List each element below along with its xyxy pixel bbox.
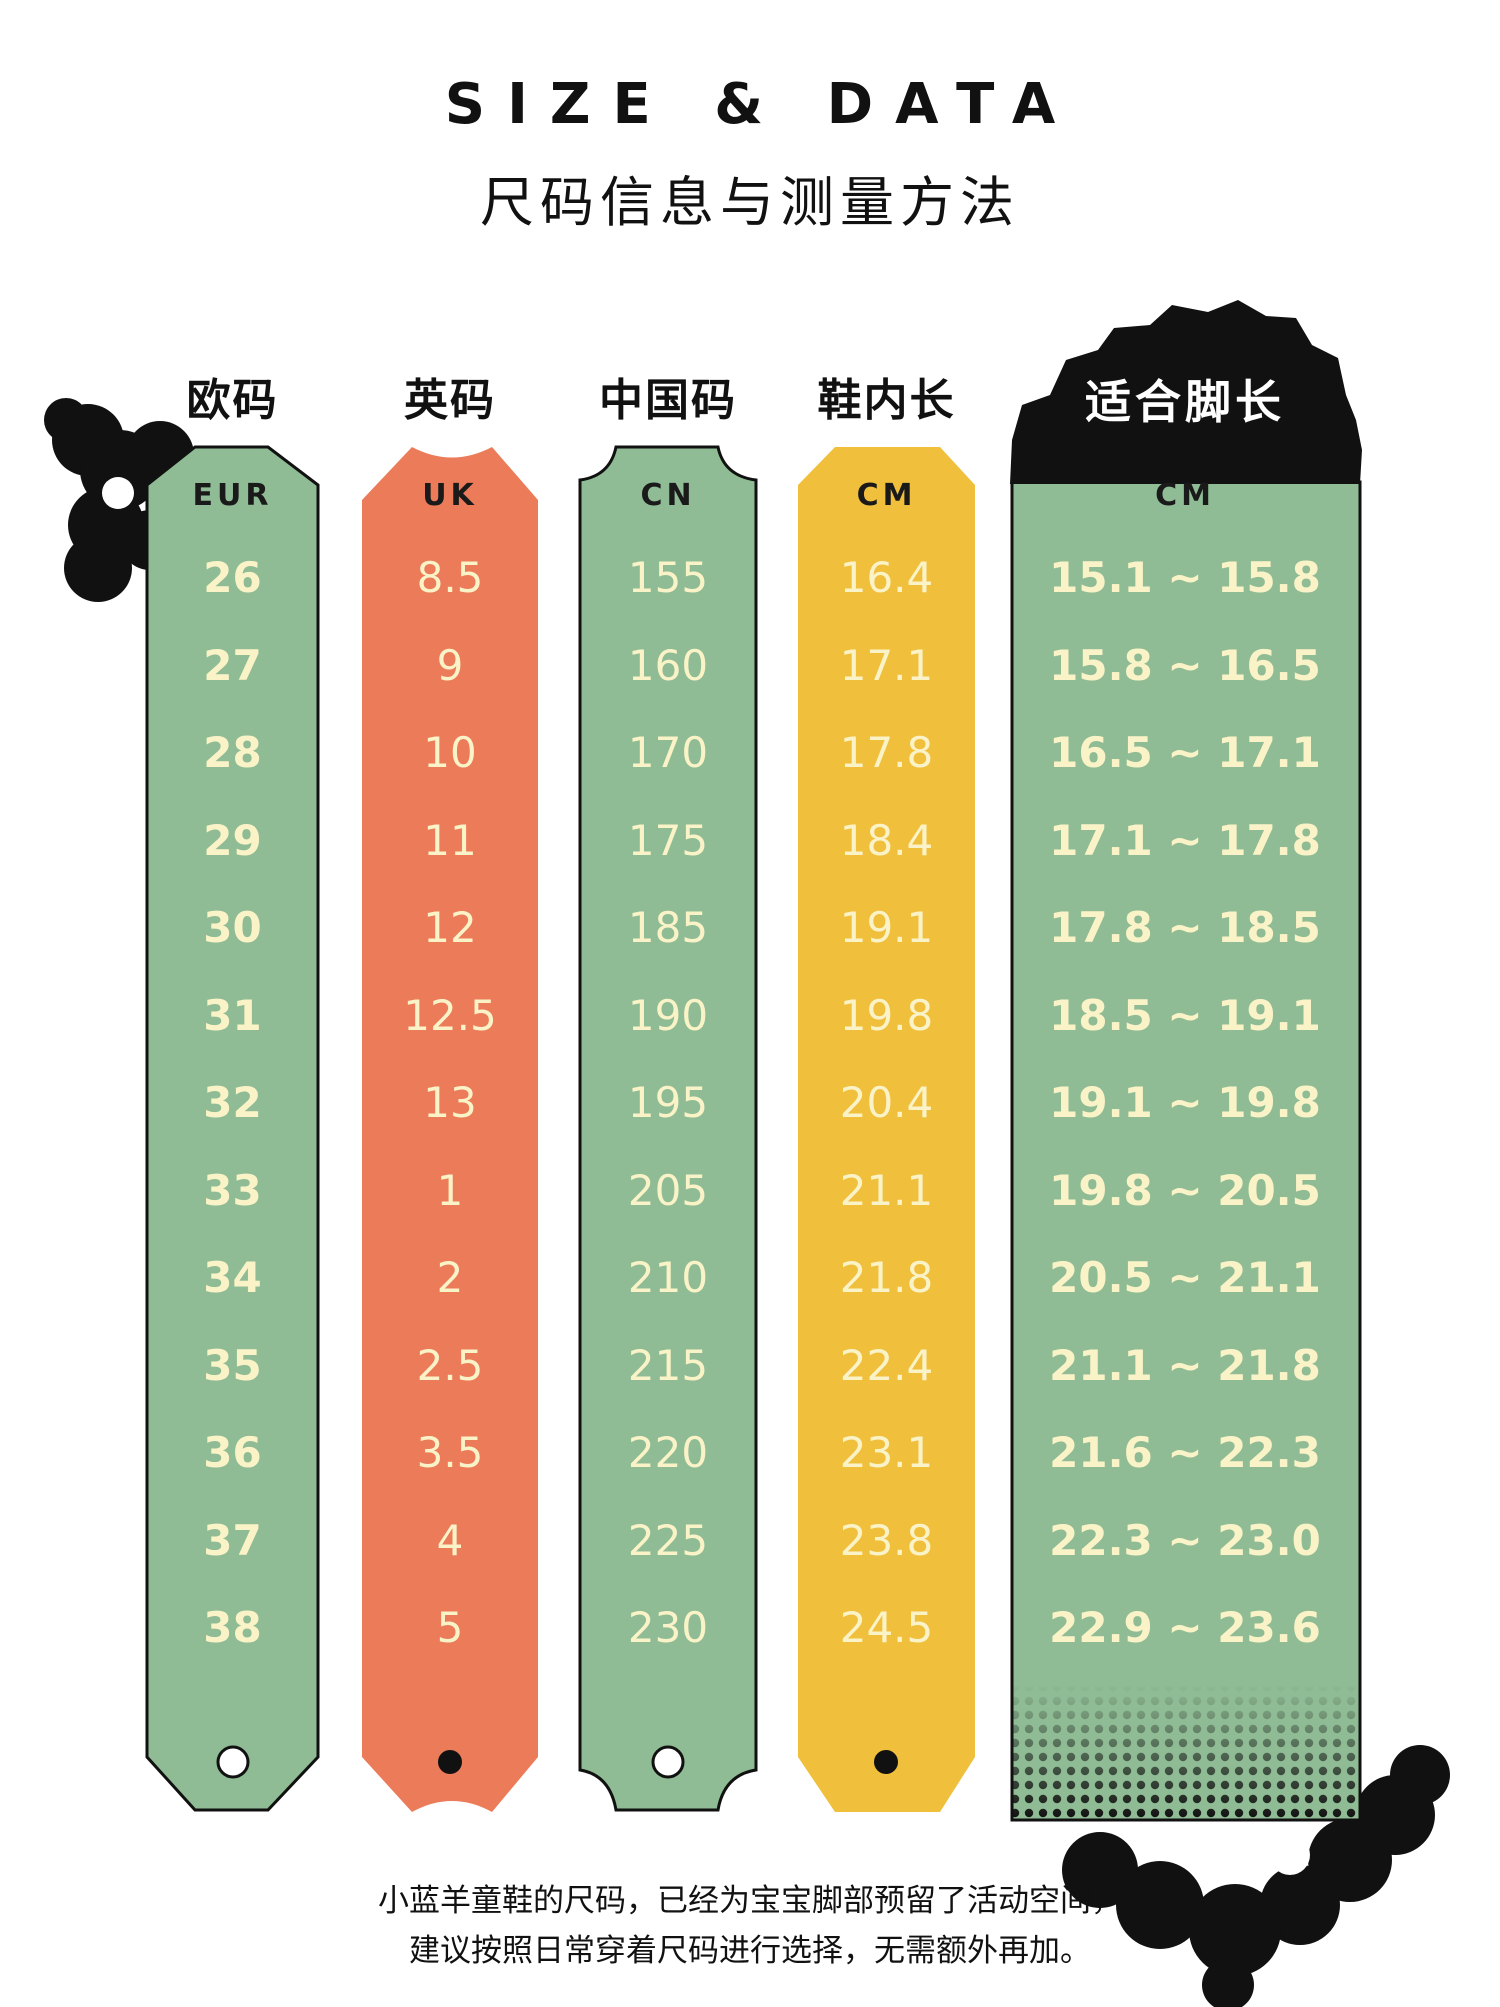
cn-cell: 225 — [627, 1516, 709, 1565]
unit-uk: UK — [422, 478, 478, 513]
eur-cell: 28 — [203, 728, 262, 777]
foot-cell: 15.8 ~ 16.5 — [1049, 641, 1321, 690]
cm-cell: 22.4 — [839, 1341, 934, 1390]
foot-cell: 19.8 ~ 20.5 — [1049, 1166, 1321, 1215]
cn-cell: 185 — [627, 903, 709, 952]
eur-cell: 38 — [203, 1603, 262, 1652]
foot-cell: 15.1 ~ 15.8 — [1049, 553, 1321, 602]
cn-cell: 170 — [627, 728, 709, 777]
cm-cell: 23.1 — [839, 1428, 934, 1477]
eur-cell: 33 — [203, 1166, 262, 1215]
cm-cell: 24.5 — [839, 1603, 934, 1652]
cm-cell: 23.8 — [839, 1516, 934, 1565]
eur-cell: 32 — [203, 1078, 262, 1127]
header-cm: 鞋内长 — [817, 375, 956, 426]
cn-cell: 175 — [627, 816, 709, 865]
cn-cell: 190 — [627, 991, 709, 1040]
header-foot-length: 适合脚长 — [1085, 375, 1285, 429]
foot-cell: 19.1 ~ 19.8 — [1049, 1078, 1321, 1127]
foot-cell: 16.5 ~ 17.1 — [1049, 728, 1321, 777]
cm-hole — [874, 1750, 898, 1774]
unit-eur: EUR — [192, 478, 273, 513]
foot-header-cap — [1010, 300, 1362, 484]
cn-cell: 210 — [627, 1253, 709, 1302]
cn-cell: 155 — [627, 553, 709, 602]
uk-cell: 4 — [436, 1516, 464, 1565]
uk-cell: 13 — [423, 1078, 477, 1127]
uk-cell: 11 — [423, 816, 477, 865]
foot-dot-gradient — [1012, 1685, 1358, 1818]
cn-cell: 220 — [627, 1428, 709, 1477]
foot-cell: 17.1 ~ 17.8 — [1049, 816, 1321, 865]
uk-column-bg — [362, 447, 538, 1812]
uk-cell: 8.5 — [416, 553, 484, 602]
foot-cell: 18.5 ~ 19.1 — [1049, 991, 1321, 1040]
uk-cell: 5 — [436, 1603, 464, 1652]
cm-cell: 17.8 — [839, 728, 934, 777]
uk-cell: 1 — [436, 1166, 464, 1215]
cm-cell: 21.1 — [839, 1166, 934, 1215]
cn-cell: 230 — [627, 1603, 709, 1652]
foot-cell: 22.9 ~ 23.6 — [1049, 1603, 1321, 1652]
cm-cell: 16.4 — [839, 553, 934, 602]
foot-cell: 21.1 ~ 21.8 — [1049, 1341, 1321, 1390]
cn-cell: 195 — [627, 1078, 709, 1127]
cm-cell: 18.4 — [839, 816, 934, 865]
header-eur: 欧码 — [186, 375, 279, 426]
eur-cell: 34 — [203, 1253, 262, 1302]
cn-cell: 215 — [627, 1341, 709, 1390]
uk-cell: 2.5 — [416, 1341, 484, 1390]
uk-cell: 9 — [436, 641, 464, 690]
uk-cell: 10 — [423, 728, 477, 777]
footnote-line-1: 小蓝羊童鞋的尺码，已经为宝宝脚部预留了活动空间， — [378, 1883, 1122, 1919]
unit-cn: CN — [640, 478, 696, 513]
page-title-cn: 尺码信息与测量方法 — [480, 171, 1020, 234]
foot-cell: 17.8 ~ 18.5 — [1049, 903, 1321, 952]
eur-cell: 26 — [203, 553, 262, 602]
cm-cell: 21.8 — [839, 1253, 934, 1302]
eur-cell: 37 — [203, 1516, 262, 1565]
page-title-en: SIZE & DATA — [444, 72, 1078, 137]
uk-cell: 2 — [436, 1253, 464, 1302]
header-cn: 中国码 — [599, 375, 737, 426]
splat-bottom-right — [1062, 1745, 1450, 2007]
header-uk: 英码 — [404, 375, 496, 426]
eur-hole — [216, 1745, 250, 1779]
cm-cell: 19.8 — [839, 991, 934, 1040]
cn-column-bg — [578, 445, 758, 1812]
unit-foot-cm: CM — [1155, 478, 1215, 513]
eur-cell: 30 — [203, 903, 262, 952]
eur-cell: 29 — [203, 816, 262, 865]
uk-hole — [438, 1750, 462, 1774]
unit-cm: CM — [856, 478, 917, 513]
uk-cell: 12.5 — [403, 991, 497, 1040]
eur-cell: 35 — [203, 1341, 262, 1390]
cm-column-bg — [798, 447, 975, 1812]
cn-cell: 205 — [627, 1166, 709, 1215]
eur-column-bg — [145, 445, 320, 1812]
foot-cell: 22.3 ~ 23.0 — [1049, 1516, 1321, 1565]
eur-cell: 31 — [203, 991, 262, 1040]
cn-hole — [651, 1745, 685, 1779]
cn-cell: 160 — [627, 641, 709, 690]
eur-cell: 36 — [203, 1428, 262, 1477]
footnote-line-2: 建议按照日常穿着尺码进行选择，无需额外再加。 — [409, 1933, 1091, 1969]
uk-cell: 12 — [423, 903, 477, 952]
foot-cell: 21.6 ~ 22.3 — [1049, 1428, 1321, 1477]
cm-cell: 17.1 — [839, 641, 934, 690]
uk-cell: 3.5 — [416, 1428, 484, 1477]
footnote: 小蓝羊童鞋的尺码，已经为宝宝脚部预留了活动空间， 建议按照日常穿着尺码进行选择，… — [0, 1876, 1500, 1976]
cm-cell: 19.1 — [839, 903, 934, 952]
foot-cell: 20.5 ~ 21.1 — [1049, 1253, 1321, 1302]
eur-cell: 27 — [203, 641, 262, 690]
cm-cell: 20.4 — [839, 1078, 934, 1127]
